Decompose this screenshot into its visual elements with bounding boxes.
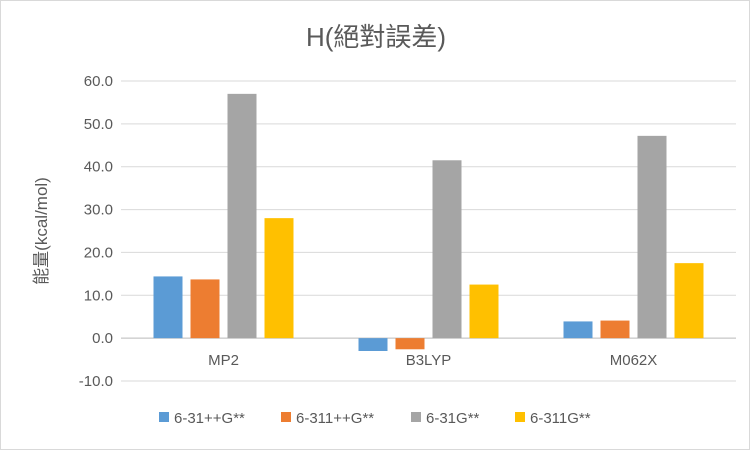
y-tick-label: 0.0 xyxy=(92,330,113,347)
chart-title: H(絕對誤差) xyxy=(306,22,446,52)
bar xyxy=(674,263,704,339)
x-tick-label: MP2 xyxy=(208,352,239,369)
bar xyxy=(264,218,294,339)
bar xyxy=(395,338,425,350)
y-tick-label: 30.0 xyxy=(84,202,113,219)
legend: 6-31++G** 6-311++G** 6-31G** 6-311G** xyxy=(159,410,591,427)
legend-label: 6-31G** xyxy=(426,410,480,427)
bar xyxy=(227,93,257,339)
legend-swatch xyxy=(515,412,525,422)
bar xyxy=(637,135,667,339)
legend-label: 6-31++G** xyxy=(174,410,245,427)
y-tick-label: 50.0 xyxy=(84,116,113,133)
bars xyxy=(153,93,704,351)
y-tick-label: 10.0 xyxy=(84,287,113,304)
x-axis-ticks: MP2 B3LYP M062X xyxy=(208,352,657,369)
bar xyxy=(432,160,462,339)
bar xyxy=(358,338,388,351)
gridlines xyxy=(121,80,736,382)
legend-swatch xyxy=(159,412,169,422)
y-axis-ticks: -10.0 0.0 10.0 20.0 30.0 40.0 50.0 60.0 xyxy=(79,73,113,390)
bar xyxy=(469,284,499,339)
legend-swatch xyxy=(411,412,421,422)
y-tick-label: 20.0 xyxy=(84,244,113,261)
bar xyxy=(600,320,630,339)
x-tick-label: B3LYP xyxy=(406,352,452,369)
y-tick-label: 60.0 xyxy=(84,73,113,90)
y-tick-label: -10.0 xyxy=(79,373,113,390)
x-tick-label: M062X xyxy=(610,352,658,369)
legend-label: 6-311++G** xyxy=(296,410,374,427)
legend-swatch xyxy=(281,412,291,422)
y-tick-label: 40.0 xyxy=(84,159,113,176)
bar xyxy=(153,276,183,339)
legend-label: 6-311G** xyxy=(530,410,591,427)
y-axis-label: 能量(kcal/mol) xyxy=(32,177,51,285)
bar xyxy=(190,279,220,339)
bar xyxy=(563,321,593,339)
